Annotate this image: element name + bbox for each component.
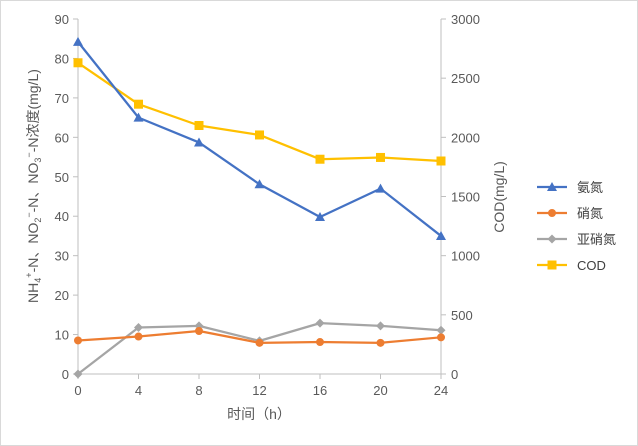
legend-label: 硝氮	[577, 206, 603, 221]
y-left-tick-label: 60	[55, 130, 69, 145]
y-right-tick-label: 0	[451, 367, 458, 382]
y-left-tick-label: 10	[55, 328, 69, 343]
series-2-point	[376, 321, 385, 331]
x-tick-label: 16	[313, 383, 327, 398]
series-0-point	[194, 137, 204, 147]
x-tick-label: 20	[373, 383, 387, 398]
series-1-point	[74, 336, 82, 345]
series-3-point	[255, 130, 264, 140]
series-0-point	[375, 183, 386, 193]
series-3-point	[73, 58, 83, 68]
series-3-point	[315, 154, 325, 164]
series-1-point	[376, 338, 385, 347]
series-0-point	[73, 36, 83, 46]
series-3-line	[77, 61, 442, 163]
series-0-point	[315, 212, 325, 222]
legend-label: 氨氮	[577, 180, 603, 195]
series-1-point	[316, 338, 324, 347]
series-0-point	[254, 179, 265, 189]
series-1-point	[134, 332, 143, 341]
y-left-tick-label: 0	[62, 367, 69, 382]
y-axis-left-title: NH4+-N、NO2−-N、NO3−-N浓度(mg/L)	[24, 69, 43, 303]
series-2-point	[315, 318, 325, 328]
y-right-tick-label: 1000	[451, 249, 480, 264]
x-tick-label: 24	[434, 383, 448, 398]
y-left-tick-label: 20	[55, 288, 69, 303]
x-tick-label: 12	[252, 383, 266, 398]
series-2-point	[73, 369, 83, 379]
y-right-tick-label: 2000	[451, 130, 480, 145]
series-2-point	[134, 322, 143, 332]
series-3-point	[194, 121, 204, 130]
series-1-point	[195, 327, 203, 336]
y-left-tick-label: 70	[55, 91, 69, 106]
legend-label: COD	[577, 258, 606, 273]
y-left-tick-label: 80	[55, 51, 69, 66]
legend-label: 亚硝氮	[577, 232, 616, 247]
series-1-point	[437, 333, 445, 342]
x-tick-label: 8	[195, 383, 202, 398]
ticks-layer: 0 4 8 12 16 20 2401020304050607080900500100015…	[55, 12, 480, 398]
y-left-tick-label: 40	[55, 209, 69, 224]
series-3-point	[376, 152, 385, 162]
series-2-line	[77, 321, 442, 375]
y-right-tick-label: 1500	[451, 190, 480, 205]
legend-swatch-marker	[547, 234, 557, 244]
series-3-point	[134, 99, 143, 109]
y-right-tick-label: 500	[451, 308, 473, 323]
x-tick-label: 4	[135, 383, 142, 398]
series-0-point	[436, 230, 446, 240]
y-right-tick-label: 2500	[451, 71, 480, 86]
series-0-point	[133, 112, 144, 122]
y-left-tick-label: 50	[55, 170, 69, 185]
y-axis-right-title: COD(mg/L)	[491, 161, 507, 233]
series-3-point	[436, 156, 446, 166]
series-2-point	[436, 325, 446, 335]
series-1-point	[255, 338, 264, 347]
axes-layer	[73, 18, 446, 379]
legend-swatch-marker	[548, 209, 556, 217]
y-right-tick-label: 3000	[451, 12, 480, 27]
x-axis-title: 时间（h）	[227, 406, 291, 422]
x-tick-label: 0	[74, 383, 81, 398]
y-left-tick-label: 30	[55, 249, 69, 264]
series-layer	[73, 36, 446, 379]
y-left-tick-label: 90	[55, 12, 69, 27]
legend-swatch-marker	[547, 260, 557, 270]
legend-swatch-marker	[547, 182, 557, 191]
